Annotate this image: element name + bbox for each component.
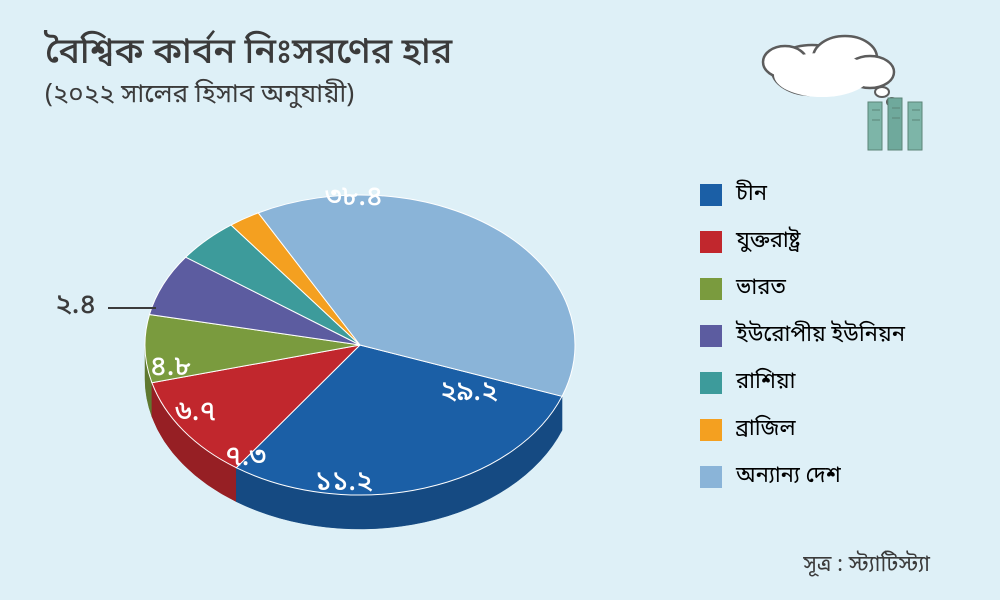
legend-item: ইউরোপীয় ইউনিয়ন [700, 321, 930, 350]
slice-label-usa: ১১.২ [315, 465, 373, 502]
legend-swatch [700, 278, 722, 300]
legend-swatch [700, 325, 722, 347]
source-text: সূত্র : স্ট্যাটিস্ট্যা [803, 551, 930, 580]
legend-item: যুক্তরাষ্ট্র [700, 227, 930, 256]
infographic-container: বৈশ্বিক কার্বন নিঃসরণের হার (২০২২ সালের … [0, 0, 1000, 600]
slice-label-other: ৩৮.৪ [325, 180, 383, 217]
slice-label-china: ২৯.২ [440, 375, 498, 412]
slice-label-brazil: ২.৪ [55, 288, 96, 325]
legend-swatch [700, 419, 722, 441]
legend-item: ভারত [700, 274, 930, 303]
legend-label: রাশিয়া [736, 368, 795, 397]
chart-subtitle: (২০২২ সালের হিসাব অনুযায়ী) [45, 78, 354, 113]
slice-label-russia: ৪.৮ [150, 350, 191, 387]
legend-swatch [700, 466, 722, 488]
legend-label: যুক্তরাষ্ট্র [736, 227, 800, 256]
slice-label-eu: ৬.৭ [175, 395, 216, 432]
legend-label: চীন [736, 180, 767, 209]
legend-label: অন্যান্য দেশ [736, 462, 841, 491]
legend: চীন যুক্তরাষ্ট্র ভারত ইউরোপীয় ইউনিয়ন র… [700, 180, 930, 509]
legend-swatch [700, 231, 722, 253]
legend-item: অন্যান্য দেশ [700, 462, 930, 491]
legend-label: ভারত [736, 274, 786, 303]
factory-smoke-icon [750, 20, 940, 167]
legend-swatch [700, 184, 722, 206]
legend-item: রাশিয়া [700, 368, 930, 397]
chart-title: বৈশ্বিক কার্বন নিঃসরণের হার [45, 30, 452, 78]
legend-swatch [700, 372, 722, 394]
legend-item: চীন [700, 180, 930, 209]
legend-label: ব্রাজিল [736, 415, 796, 444]
legend-item: ব্রাজিল [700, 415, 930, 444]
slice-label-india: ৭.৩ [225, 440, 266, 477]
callout-brazil [108, 307, 156, 309]
legend-label: ইউরোপীয় ইউনিয়ন [736, 321, 905, 350]
